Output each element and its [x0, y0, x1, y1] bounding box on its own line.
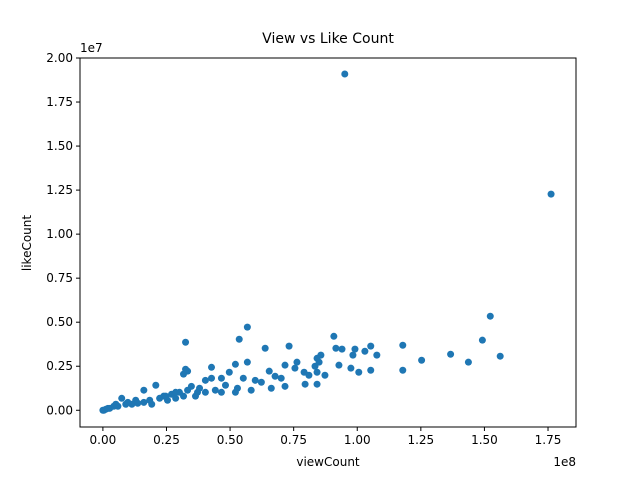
point: [547, 190, 555, 198]
y-tick-label: 0.00: [46, 403, 73, 417]
point: [293, 358, 301, 366]
y-tick-label: 1.00: [46, 227, 73, 241]
point: [271, 372, 279, 380]
point: [243, 323, 251, 331]
point: [281, 361, 289, 369]
point: [221, 381, 229, 389]
y-tick-label: 1.50: [46, 139, 73, 153]
point: [313, 354, 321, 362]
point: [300, 368, 308, 376]
x-tick-label: 0.25: [153, 433, 180, 447]
point: [148, 400, 156, 408]
point: [349, 351, 357, 359]
x-axis-label: viewCount: [296, 455, 360, 469]
point: [447, 350, 455, 358]
point: [251, 376, 259, 384]
point: [182, 365, 190, 373]
point: [418, 356, 426, 364]
point: [191, 392, 199, 400]
point: [231, 388, 239, 396]
x-tick-label: 1.75: [535, 433, 562, 447]
point: [367, 366, 375, 374]
x-tick-label: 0.75: [280, 433, 307, 447]
point: [399, 341, 407, 349]
point: [496, 352, 504, 360]
point: [277, 374, 285, 382]
x-tick-label: 1.50: [471, 433, 498, 447]
point: [152, 381, 160, 389]
point: [201, 388, 209, 396]
y-tick-label: 1.25: [46, 183, 73, 197]
point: [367, 342, 375, 350]
x-tick-label: 1.00: [344, 433, 371, 447]
point: [265, 367, 273, 375]
point: [341, 70, 349, 78]
point: [347, 364, 355, 372]
point: [239, 374, 247, 382]
point: [201, 376, 209, 384]
point: [373, 351, 381, 359]
point: [247, 386, 255, 394]
point: [124, 398, 132, 406]
y-offset-label: 1e7: [80, 41, 103, 55]
y-tick-label: 0.25: [46, 359, 73, 373]
point: [338, 345, 346, 353]
chart-title: View vs Like Count: [262, 31, 394, 47]
y-tick-label: 0.75: [46, 271, 73, 285]
point: [217, 388, 225, 396]
point: [361, 347, 369, 355]
point: [351, 345, 359, 353]
point: [172, 388, 180, 396]
point: [162, 392, 170, 400]
point: [321, 371, 329, 379]
point: [235, 335, 243, 343]
point: [104, 404, 112, 412]
point: [112, 400, 120, 408]
point: [332, 344, 340, 352]
y-tick-label: 1.75: [46, 95, 73, 109]
x-tick-label: 0.50: [217, 433, 244, 447]
point: [285, 342, 293, 350]
point: [208, 374, 216, 382]
point: [217, 374, 225, 382]
point: [257, 378, 265, 386]
plot-frame: [79, 57, 577, 428]
point: [478, 336, 486, 344]
point: [184, 386, 192, 394]
point: [313, 380, 321, 388]
point: [208, 363, 216, 371]
point: [231, 360, 239, 368]
x-tick-label: 0.00: [90, 433, 117, 447]
point: [399, 366, 407, 374]
x-offset-label: 1e8: [553, 455, 576, 469]
point: [311, 362, 319, 370]
point: [140, 398, 148, 406]
point: [118, 394, 126, 402]
point: [355, 368, 363, 376]
point: [281, 382, 289, 390]
point: [291, 364, 299, 372]
y-axis-label: likeCount: [20, 215, 34, 272]
y-tick-label: 2.00: [46, 51, 73, 65]
point: [313, 368, 321, 376]
point: [267, 384, 275, 392]
point: [182, 338, 190, 346]
x-tick-label: 1.25: [407, 433, 434, 447]
point: [486, 312, 494, 320]
point: [156, 394, 164, 402]
point: [301, 380, 309, 388]
point: [211, 386, 219, 394]
point: [225, 368, 233, 376]
point: [335, 361, 343, 369]
point: [330, 332, 338, 340]
point: [261, 344, 269, 352]
point: [243, 358, 251, 366]
y-tick-label: 0.50: [46, 315, 73, 329]
point: [464, 358, 472, 366]
point: [140, 386, 148, 394]
point: [132, 396, 140, 404]
